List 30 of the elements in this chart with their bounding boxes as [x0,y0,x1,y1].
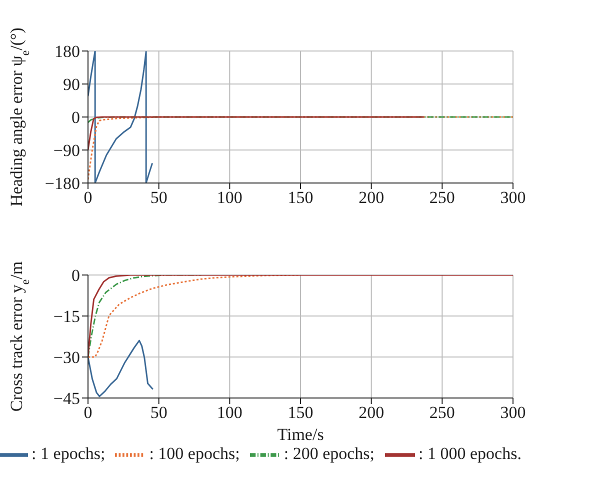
legend-label: : 1 000 epochs. [418,444,522,463]
y-tick-label: −90 [53,141,80,160]
line-series [88,340,154,398]
y-tick-label: 0 [72,266,80,286]
y-tick-label: 0 [72,108,80,128]
x-tick-label: 150 [288,403,314,422]
x-tick-label: 200 [358,403,384,422]
x-axis-title: Time/s [277,425,324,444]
x-tick-label: 200 [358,188,384,208]
y-tick-label: −180 [44,174,80,194]
x-tick-label: 300 [500,403,526,422]
y-tick-label: −30 [53,348,80,368]
x-tick-label: 250 [429,188,455,208]
x-tick-label: 100 [216,188,242,208]
x-tick-label: 50 [150,188,168,208]
y-tick-label: 90 [63,75,80,94]
x-tick-label: 50 [150,403,168,422]
y-tick-label: −45 [53,389,80,408]
x-tick-label: 300 [500,188,526,208]
y-tick-label: 180 [54,42,80,62]
x-tick-label: 150 [288,188,314,208]
legend-label: : 1 epochs; [32,444,106,463]
y-tick-label: −15 [53,307,80,326]
x-tick-label: 100 [216,403,242,422]
line-series [88,116,424,151]
legend-label: : 200 epochs; [284,444,375,463]
x-tick-label: 0 [84,188,92,208]
x-tick-label: 250 [429,403,455,422]
x-tick-label: 0 [84,403,92,422]
legend-label: : 100 epochs; [149,444,240,463]
